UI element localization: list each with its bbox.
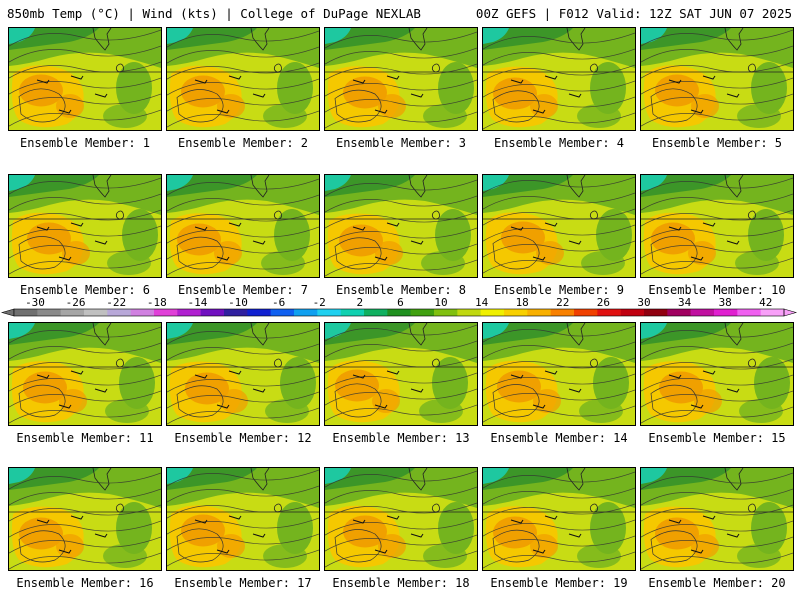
colorbar-segment	[270, 309, 295, 316]
colorbar-segment	[690, 309, 715, 316]
temperature-colorbar	[0, 308, 798, 317]
colorbar-segment	[387, 309, 411, 316]
ensemble-member-label: Ensemble Member: 17	[174, 576, 312, 590]
colorbar-segment	[84, 309, 108, 316]
header-title: 850mb Temp (°C) | Wind (kts) | College o…	[7, 6, 421, 21]
ensemble-map-panel	[324, 467, 478, 571]
ensemble-member-label: Ensemble Member: 16	[16, 576, 154, 590]
ensemble-map-panel	[166, 174, 320, 278]
ensemble-member-label: Ensemble Member: 8	[335, 283, 467, 297]
colorbar-segment	[504, 309, 528, 316]
colorbar-tick-label: -10	[228, 296, 248, 309]
ensemble-map-panel	[8, 174, 162, 278]
ensemble-map-panel	[482, 467, 636, 571]
colorbar-segment	[154, 309, 178, 316]
colorbar-tick-label: 42	[759, 296, 773, 309]
colorbar-tick-label: -6	[271, 296, 286, 309]
colorbar-segment	[760, 309, 785, 316]
ensemble-member-label: Ensemble Member: 14	[490, 431, 628, 445]
colorbar-tick-label: -26	[65, 296, 86, 309]
ensemble-member-label: Ensemble Member: 20	[648, 576, 786, 590]
colorbar-segment	[410, 309, 435, 316]
ensemble-member-label: Ensemble Member: 6	[19, 283, 151, 297]
ensemble-map-panel	[482, 322, 636, 426]
ensemble-map-panel	[166, 467, 320, 571]
colorbar-segment	[364, 309, 388, 316]
colorbar-tick-label: 18	[515, 296, 529, 309]
colorbar-segment	[224, 309, 248, 316]
ensemble-map-panel	[640, 174, 794, 278]
colorbar-segment	[60, 309, 85, 316]
colorbar-segment	[177, 309, 201, 316]
ensemble-member-label: Ensemble Member: 9	[493, 283, 625, 297]
colorbar-segment	[597, 309, 621, 316]
colorbar-tick-label: 6	[397, 296, 404, 309]
colorbar-tick-label: 14	[474, 296, 489, 309]
ensemble-member-label: Ensemble Member: 15	[648, 431, 786, 445]
colorbar-tick-label: -22	[106, 296, 127, 309]
colorbar-tick-label: 26	[596, 296, 611, 309]
ensemble-member-label: Ensemble Member: 3	[335, 136, 467, 150]
colorbar-segment	[574, 309, 598, 316]
ensemble-map-panel	[640, 467, 794, 571]
ensemble-member-label: Ensemble Member: 4	[493, 136, 625, 150]
ensemble-map-panel	[482, 174, 636, 278]
colorbar-tick-label: 38	[718, 296, 732, 309]
ensemble-member-label: Ensemble Member: 12	[174, 431, 312, 445]
ensemble-map-panel	[482, 27, 636, 131]
colorbar-segment	[527, 309, 551, 316]
colorbar-segment	[667, 309, 691, 316]
colorbar-segment	[737, 309, 761, 316]
colorbar-segment	[247, 309, 271, 316]
colorbar-segment	[457, 309, 481, 316]
colorbar-tick-label: 2	[356, 296, 364, 309]
colorbar-tick-label: 30	[637, 296, 651, 309]
colorbar-segment	[14, 309, 38, 316]
ensemble-map-panel	[8, 27, 162, 131]
colorbar-segment	[107, 309, 131, 316]
colorbar-tick-label: -30	[25, 296, 45, 309]
ensemble-member-label: Ensemble Member: 7	[177, 283, 309, 297]
colorbar-tick-label: -2	[312, 296, 326, 309]
ensemble-member-label: Ensemble Member: 18	[332, 576, 470, 590]
colorbar-segment	[130, 309, 155, 316]
ensemble-member-label: Ensemble Member: 10	[648, 283, 786, 297]
colorbar-tick-label: 10	[434, 296, 448, 309]
ensemble-member-label: Ensemble Member: 11	[16, 431, 154, 445]
ensemble-member-label: Ensemble Member: 1	[19, 136, 151, 150]
colorbar-segment	[317, 309, 341, 316]
colorbar-segment	[620, 309, 645, 316]
header-valid-time: 00Z GEFS | F012 Valid: 12Z SAT JUN 07 20…	[475, 6, 792, 21]
colorbar-segment	[644, 309, 668, 316]
ensemble-map-panel	[324, 174, 478, 278]
colorbar-segment	[340, 309, 365, 316]
colorbar-tick-label: -18	[146, 296, 167, 309]
ensemble-member-label: Ensemble Member: 13	[332, 431, 470, 445]
colorbar-segment	[550, 309, 575, 316]
colorbar-tick-label: 34	[677, 296, 692, 309]
ensemble-member-label: Ensemble Member: 5	[651, 136, 783, 150]
colorbar-segment	[294, 309, 318, 316]
colorbar-segment	[434, 309, 458, 316]
colorbar-segment	[200, 309, 225, 316]
ensemble-map-panel	[8, 467, 162, 571]
ensemble-map-panel	[640, 27, 794, 131]
ensemble-map-panel	[166, 27, 320, 131]
ensemble-map-panel	[8, 322, 162, 426]
ensemble-member-label: Ensemble Member: 19	[490, 576, 628, 590]
ensemble-map-panel	[640, 322, 794, 426]
ensemble-map-panel	[166, 322, 320, 426]
ensemble-map-panel	[324, 27, 478, 131]
ensemble-map-panel	[324, 322, 478, 426]
colorbar-segment	[480, 309, 505, 316]
colorbar-tick-label: -14	[187, 296, 208, 309]
ensemble-member-label: Ensemble Member: 2	[177, 136, 309, 150]
colorbar-segment	[37, 309, 61, 316]
colorbar-tick-label: 22	[556, 296, 570, 309]
colorbar-segment	[714, 309, 738, 316]
